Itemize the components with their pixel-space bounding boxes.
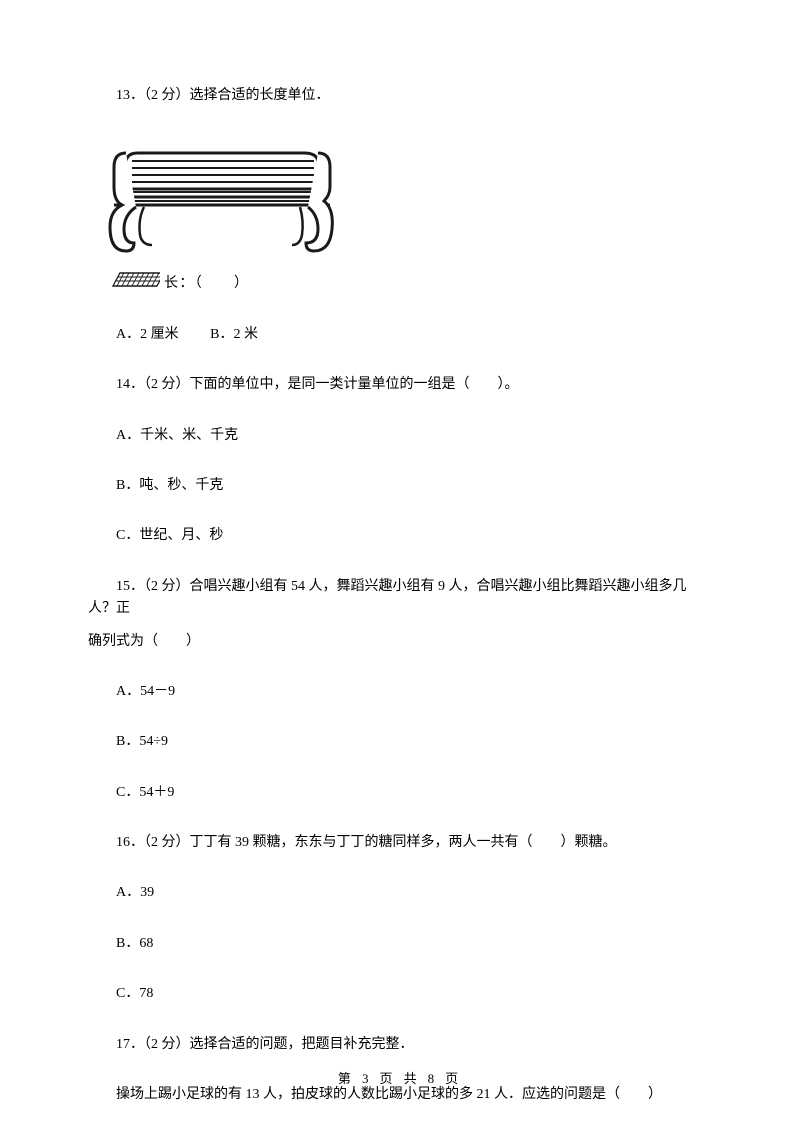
q16-option-c: C．78	[88, 983, 712, 1005]
q15-option-b: B．54÷9	[88, 731, 712, 753]
q14-prompt: 14．（2 分）下面的单位中，是同一类计量单位的一组是（ ）。	[88, 374, 712, 396]
q13-bench-illustration	[104, 135, 712, 265]
q15-option-c: C．54＋9	[88, 782, 712, 804]
page-footer: 第 3 页 共 8 页	[0, 1069, 800, 1090]
q14-option-a: A．千米、米、千克	[88, 425, 712, 447]
q13-options: A．2 厘米 B．2 米	[88, 324, 712, 346]
q13-measure-row: 长：（ ）	[104, 269, 712, 299]
q16-option-a: A．39	[88, 882, 712, 904]
ruler-icon	[104, 269, 160, 299]
q15-prompt-line1: 15．（2 分）合唱兴趣小组有 54 人，舞蹈兴趣小组有 9 人，合唱兴趣小组比…	[88, 576, 712, 621]
q14-option-b: B．吨、秒、千克	[88, 475, 712, 497]
q13-option-b: B．2 米	[210, 327, 258, 342]
q15-prompt-line2: 确列式为（ ）	[88, 631, 712, 653]
q15-option-a: A．54－9	[88, 681, 712, 703]
q16-prompt: 16．（2 分）丁丁有 39 颗糖，东东与丁丁的糖同样多，两人一共有（ ）颗糖。	[88, 832, 712, 854]
q16-option-b: B．68	[88, 933, 712, 955]
q17-prompt: 17．（2 分）选择合适的问题，把题目补充完整．	[88, 1034, 712, 1056]
q14-option-c: C．世纪、月、秒	[88, 525, 712, 547]
q13-measure-label: 长：（ ）	[164, 273, 249, 295]
q13-prompt: 13．（2 分）选择合适的长度单位．	[88, 85, 712, 107]
q13-option-a: A．2 厘米	[116, 327, 179, 342]
